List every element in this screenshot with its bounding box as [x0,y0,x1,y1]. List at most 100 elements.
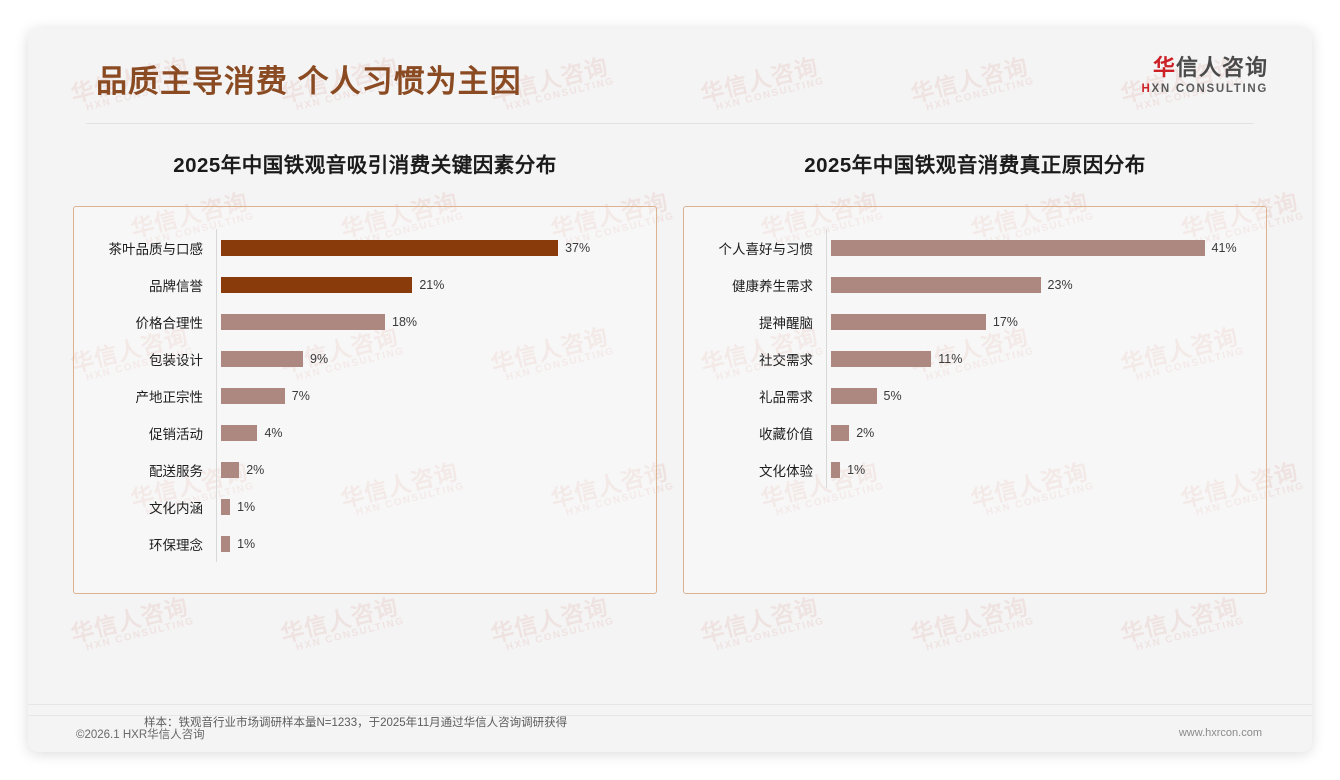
bar-fill[interactable] [831,276,1041,293]
charts-container: 2025年中国铁观音吸引消费关键因素分布 茶叶品质与口感 37% 品牌信誉 21% 价格… [28,148,1312,594]
bar-category-label: 品牌信誉 [149,278,203,294]
bar-fill[interactable] [831,387,877,404]
bar-row: 社交需求 11% [698,340,1252,377]
bar-fill[interactable] [831,424,850,441]
bar-category-label: 健康养生需求 [732,278,813,294]
bar-value-label: 18% [392,314,418,329]
chart-block-right: 2025年中国铁观音消费真正原因分布 个人喜好与习惯 41% 健康养生需求 23% 提神… [683,148,1267,594]
logo-cn-rest: 信人咨询 [1175,55,1268,80]
chart-title-left: 2025年中国铁观音吸引消费关键因素分布 [173,154,557,177]
bar-fill[interactable] [221,239,559,256]
bar-track: 2% [216,451,642,488]
bar-value-label: 5% [883,388,902,403]
watermark-cn: 华信人咨询 [1118,593,1241,648]
watermark-en: HXN CONSULTING [84,615,196,654]
bar-fill[interactable] [831,239,1205,256]
watermark-en: HXN CONSULTING [714,615,826,654]
header-divider [86,123,1254,124]
bar-category-label: 提神醒脑 [759,315,813,331]
bar-value-label: 11% [938,351,963,366]
bar-row: 配送服务 2% [88,451,642,488]
bar-fill[interactable] [831,313,986,330]
watermark-tile: 华信人咨询 HXN CONSULTING [276,593,406,657]
bar-fill[interactable] [831,350,932,367]
bar-value-label: 9% [310,351,329,366]
bar-row: 促销活动 4% [88,414,642,451]
bar-category-label: 包装设计 [149,352,203,368]
bar-track: 9% [216,340,642,377]
bar-track: 21% [216,266,642,303]
watermark-tile: 华信人咨询 HXN CONSULTING [1116,593,1246,657]
watermark-cn: 华信人咨询 [488,593,611,648]
chart-panel-right: 个人喜好与习惯 41% 健康养生需求 23% 提神醒脑 17% 社交需求 11% 礼品需求 5% 收… [683,206,1267,594]
bar-value-label: 1% [847,462,866,477]
bar-track: 5% [826,377,1252,414]
bar-fill[interactable] [831,461,841,478]
bar-fill[interactable] [221,313,385,330]
bar-category-label: 收藏价值 [759,426,813,442]
bar-value-label: 1% [237,499,256,514]
watermark-cn: 华信人咨询 [68,593,191,648]
bar-row: 产地正宗性 7% [88,377,642,414]
logo-cn-highlight: 华 [1152,55,1176,80]
watermark-tile: 华信人咨询 HXN CONSULTING [696,593,826,657]
footer-divider [28,704,1312,705]
bar-track: 41% [826,229,1252,266]
bar-category-label: 礼品需求 [759,389,813,405]
bar-value-label: 23% [1047,277,1073,292]
bar-category-label: 社交需求 [759,352,813,368]
bar-track: 1% [216,525,642,562]
bar-category-label: 个人喜好与习惯 [718,241,814,257]
bar-fill[interactable] [221,350,303,367]
bar-track: 2% [826,414,1252,451]
bar-row: 文化体验 1% [698,451,1252,488]
watermark-tile: 华信人咨询 HXN CONSULTING [906,593,1036,657]
bar-row: 环保理念 1% [88,525,642,562]
bar-category-label: 文化内涵 [149,500,203,516]
bar-value-label: 2% [246,462,265,477]
bar-category-label: 产地正宗性 [135,389,204,405]
watermark-en: HXN CONSULTING [294,615,406,654]
watermark-cn: 华信人咨询 [278,593,401,648]
bar-fill[interactable] [221,387,285,404]
bar-row: 品牌信誉 21% [88,266,642,303]
watermark-cn: 华信人咨询 [908,593,1031,648]
copyright-text: ©2026.1 HXR华信人咨询 [76,729,205,741]
bar-row: 收藏价值 2% [698,414,1252,451]
bar-row: 价格合理性 18% [88,303,642,340]
bar-track: 1% [826,451,1252,488]
slide-canvas: 华信人咨询 HXN CONSULTING 华信人咨询 HXN CONSULTING 华信… [28,28,1312,752]
logo-en-rest: XN CONSULTING [1151,83,1268,96]
bar-track: 17% [826,303,1252,340]
bar-track: 11% [826,340,1252,377]
chart-block-left: 2025年中国铁观音吸引消费关键因素分布 茶叶品质与口感 37% 品牌信誉 21% 价格… [73,148,657,594]
bar-rows-left: 茶叶品质与口感 37% 品牌信誉 21% 价格合理性 18% 包装设计 9% 产地正宗性 7% 促销… [88,229,642,562]
watermark-en: HXN CONSULTING [504,615,616,654]
bar-category-label: 文化体验 [759,463,813,479]
bar-fill[interactable] [221,276,413,293]
bar-category-label: 价格合理性 [135,315,204,331]
watermark-tile: 华信人咨询 HXN CONSULTING [486,593,616,657]
bar-row: 礼品需求 5% [698,377,1252,414]
brand-logo: 华信人咨询 HXN CONSULTING [1142,55,1268,95]
bar-row: 茶叶品质与口感 37% [88,229,642,266]
bar-value-label: 21% [419,277,445,292]
bar-fill[interactable] [221,498,231,515]
bar-row: 个人喜好与习惯 41% [698,229,1252,266]
bar-category-label: 配送服务 [149,463,203,479]
bar-fill[interactable] [221,424,258,441]
bar-fill[interactable] [221,461,240,478]
bar-rows-right: 个人喜好与习惯 41% 健康养生需求 23% 提神醒脑 17% 社交需求 11% 礼品需求 5% 收… [698,229,1252,488]
logo-en-highlight: H [1141,83,1152,96]
watermark-en: HXN CONSULTING [1134,615,1246,654]
website-url[interactable]: www.hxrcon.com [1178,727,1262,739]
watermark-cn: 华信人咨询 [698,593,821,648]
bar-value-label: 2% [856,425,875,440]
bar-track: 1% [216,488,642,525]
bar-value-label: 7% [291,388,310,403]
bar-value-label: 41% [1211,240,1237,255]
bar-track: 23% [826,266,1252,303]
bar-track: 7% [216,377,642,414]
bar-fill[interactable] [221,535,231,552]
page-title: 品质主导消费 个人习惯为主因 [96,64,522,99]
